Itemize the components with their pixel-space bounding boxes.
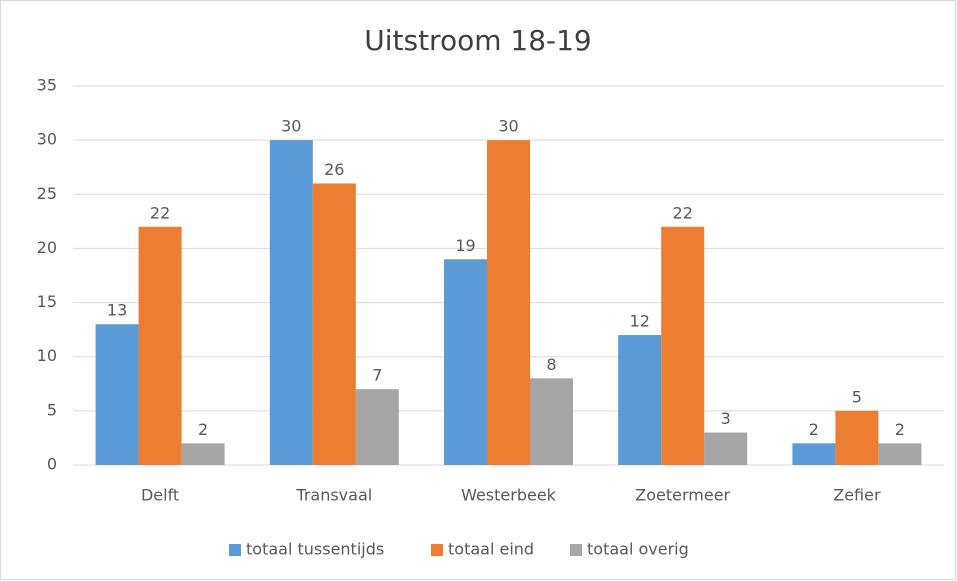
- legend-label: totaal tussentijds: [246, 540, 384, 559]
- bar: [704, 432, 748, 465]
- bar: [355, 389, 399, 465]
- x-tick-label: Zoetermeer: [635, 486, 730, 505]
- legend-label: totaal overig: [587, 540, 689, 559]
- bar: [878, 443, 922, 465]
- legend-label: totaal eind: [448, 540, 534, 559]
- legend-swatch: [431, 544, 443, 556]
- chart-title: Uitstroom 18-19: [364, 24, 592, 57]
- bar: [661, 226, 705, 465]
- y-tick-label: 30: [37, 130, 57, 149]
- bar: [530, 378, 573, 465]
- bar: [487, 140, 530, 465]
- data-label: 22: [673, 203, 693, 222]
- bar: [181, 443, 225, 465]
- x-tick-label: Transvaal: [295, 486, 372, 505]
- data-label: 19: [455, 236, 475, 255]
- data-label: 12: [630, 312, 650, 331]
- bar: [792, 443, 836, 465]
- data-label: 2: [895, 420, 905, 439]
- legend-swatch: [229, 544, 241, 556]
- y-tick-label: 0: [47, 455, 57, 474]
- data-label: 26: [324, 160, 344, 179]
- bar: [618, 335, 662, 465]
- y-tick-label: 20: [37, 238, 57, 257]
- x-tick-label: Delft: [141, 486, 179, 505]
- bar: [95, 324, 139, 465]
- x-tick-label: Zefier: [833, 486, 881, 505]
- y-tick-label: 25: [37, 184, 57, 203]
- data-label: 30: [498, 117, 518, 136]
- data-label: 2: [809, 420, 819, 439]
- data-label: 13: [107, 301, 127, 320]
- bar: [269, 140, 313, 465]
- data-label: 3: [721, 409, 731, 428]
- y-tick-label: 15: [37, 292, 57, 311]
- y-tick-label: 10: [37, 346, 57, 365]
- data-label: 22: [150, 203, 170, 222]
- data-label: 8: [546, 355, 556, 374]
- data-label: 7: [372, 366, 382, 385]
- data-label: 2: [198, 420, 208, 439]
- bar: [312, 183, 356, 465]
- y-tick-label: 5: [47, 400, 57, 419]
- legend-swatch: [570, 544, 582, 556]
- bar: [138, 226, 182, 465]
- data-label: 5: [852, 387, 862, 406]
- x-tick-label: Westerbeek: [461, 486, 557, 505]
- data-label: 30: [281, 117, 301, 136]
- y-tick-label: 35: [37, 76, 57, 95]
- bar: [835, 410, 879, 465]
- bar: [444, 259, 487, 465]
